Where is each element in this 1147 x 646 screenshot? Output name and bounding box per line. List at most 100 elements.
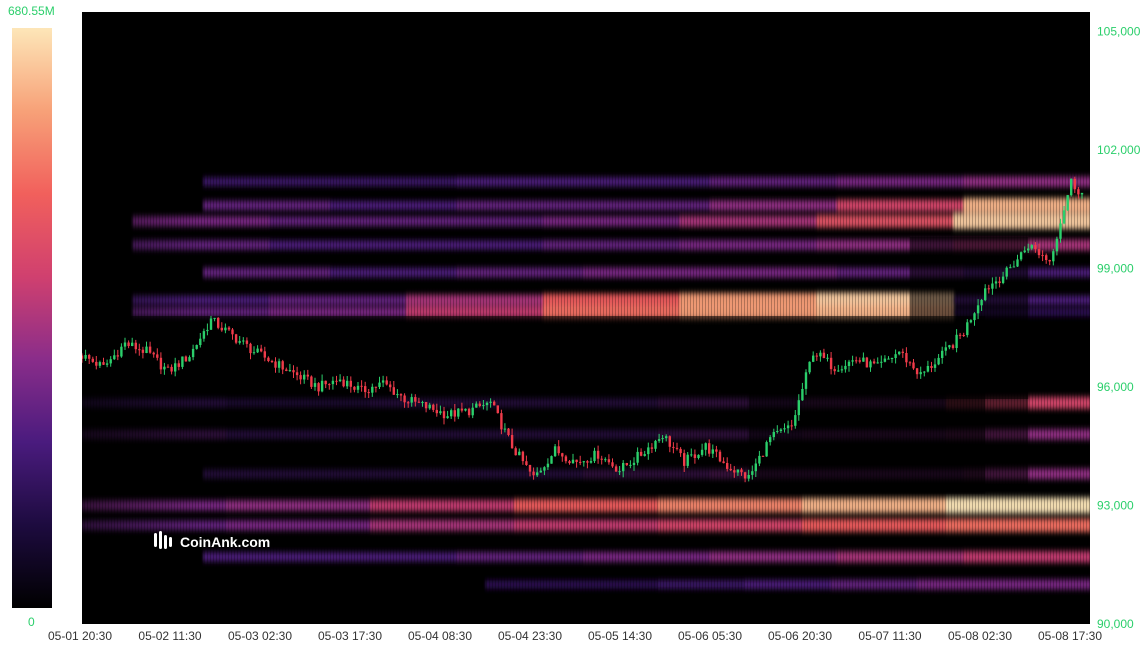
candle-body <box>926 366 930 372</box>
candle-body <box>252 352 256 354</box>
candle-body <box>553 446 557 457</box>
candle-body <box>883 358 887 362</box>
y-tick-label: 90,000 <box>1097 617 1134 631</box>
candle-body <box>622 463 625 472</box>
candle-body <box>105 363 109 365</box>
candle-body <box>428 404 431 409</box>
candle-body <box>726 463 729 469</box>
candle-body <box>224 327 227 331</box>
candle-body <box>260 348 263 352</box>
candle-body <box>579 461 582 463</box>
candle-body <box>417 401 421 403</box>
candle-body <box>930 366 933 368</box>
candle-body <box>256 348 259 353</box>
candle-body <box>661 438 664 440</box>
candle-body <box>432 404 435 410</box>
candle-body <box>442 411 446 419</box>
candle-body <box>683 453 686 466</box>
x-axis: 05-01 20:30 05-02 11:30 05-03 02:30 05-03 1… <box>48 629 1102 643</box>
candle-body <box>639 451 643 456</box>
candle-body <box>869 361 872 368</box>
candle-body <box>399 394 403 396</box>
candle-body <box>116 355 119 357</box>
candle-body <box>625 463 628 466</box>
candle-body <box>822 352 826 358</box>
legend-min-label: 0 <box>28 615 35 629</box>
candle-body <box>403 395 406 403</box>
candle-body <box>819 352 822 357</box>
candle-body <box>665 436 668 439</box>
candle-body <box>478 403 481 406</box>
candle-body <box>510 435 514 449</box>
candle-body <box>887 358 890 360</box>
candle-body <box>138 349 141 351</box>
candle-body <box>367 392 370 394</box>
candle-body <box>292 370 295 373</box>
candle-body <box>575 459 578 462</box>
x-tick-label: 05-04 23:30 <box>498 629 562 643</box>
candle-body <box>761 455 765 457</box>
candle-body <box>969 320 973 323</box>
candle-body <box>446 416 449 419</box>
candle-body <box>1070 178 1073 196</box>
candle-body <box>238 341 241 343</box>
candle-body <box>191 348 195 358</box>
candle-body <box>274 361 277 368</box>
candle-body <box>733 470 736 473</box>
candle-body <box>407 402 410 404</box>
candle-body <box>722 461 725 464</box>
candle-body <box>503 428 507 430</box>
candle-body <box>532 471 535 476</box>
candle-body <box>754 463 757 472</box>
candle-body <box>525 461 528 465</box>
candle-body <box>148 346 152 353</box>
candle-body <box>614 466 618 472</box>
candle-body <box>460 408 464 411</box>
x-tick-label: 05-08 17:30 <box>1038 629 1102 643</box>
candle-body <box>324 380 327 385</box>
candle-body <box>847 361 851 366</box>
candle-body <box>976 305 980 314</box>
candle-body <box>213 317 216 319</box>
candle-body <box>790 425 793 427</box>
candle-body <box>521 451 525 462</box>
candle-body <box>356 385 360 390</box>
candle-body <box>453 410 456 417</box>
candle-body <box>557 446 560 454</box>
candle-body <box>966 322 969 336</box>
candle-body <box>202 331 206 339</box>
x-tick-label: 05-06 20:30 <box>768 629 832 643</box>
candle-body <box>697 454 700 458</box>
candle-body <box>589 461 593 463</box>
x-tick-label: 05-08 02:30 <box>948 629 1012 643</box>
candle-body <box>991 283 994 289</box>
candle-body <box>242 340 245 342</box>
candle-body <box>862 357 865 362</box>
candle-body <box>851 360 854 362</box>
candle-body <box>220 327 223 331</box>
candle-body <box>410 397 413 403</box>
candle-body <box>632 462 636 465</box>
candle-body <box>199 338 202 345</box>
candle-body <box>987 288 990 290</box>
candle-body <box>1001 276 1005 283</box>
candle-body <box>604 459 607 461</box>
candle-body <box>131 342 134 346</box>
candle-body <box>994 281 998 284</box>
x-tick-label: 05-04 08:30 <box>408 629 472 643</box>
candle-body <box>568 461 571 464</box>
candle-body <box>166 366 170 368</box>
candle-body <box>152 352 155 355</box>
candle-body <box>984 288 987 301</box>
x-tick-label: 05-03 17:30 <box>318 629 382 643</box>
candle-body <box>611 462 614 467</box>
candle-body <box>1005 267 1008 277</box>
candle-body <box>1009 267 1012 269</box>
candle-body <box>1034 245 1037 250</box>
candle-body <box>1080 192 1084 195</box>
y-tick-label: 93,000 <box>1097 499 1134 513</box>
legend-gradient-bar <box>12 28 52 608</box>
candle-body <box>338 379 342 382</box>
candle-body <box>564 456 568 462</box>
candle-body <box>84 355 87 359</box>
